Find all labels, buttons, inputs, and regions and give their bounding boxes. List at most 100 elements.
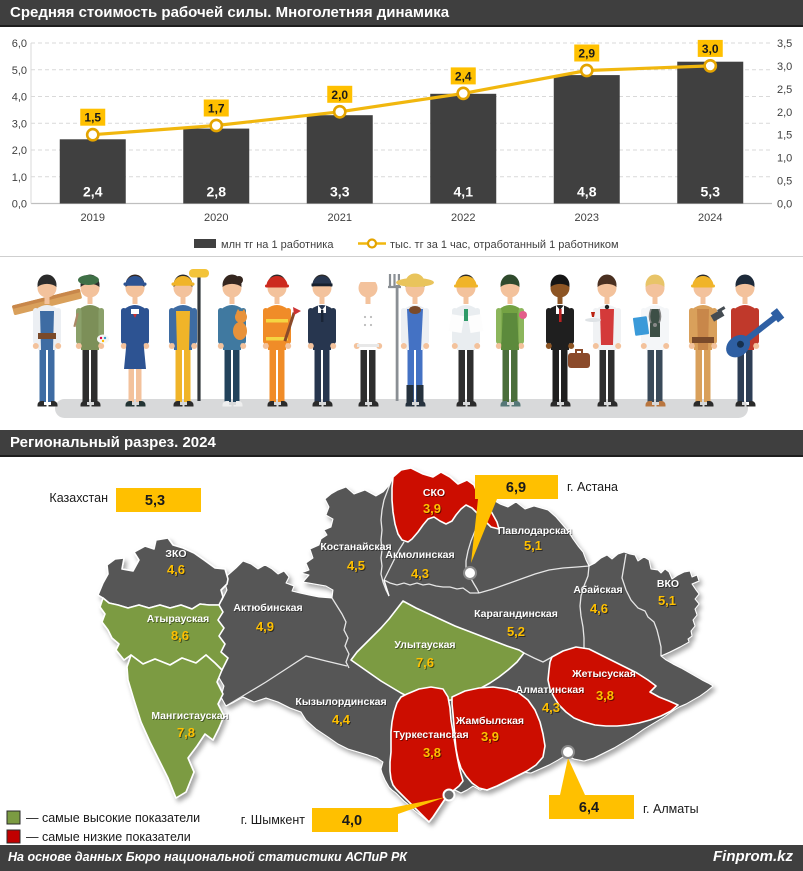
svg-text:4,8: 4,8	[577, 184, 597, 200]
svg-text:Костанайская: Костанайская	[320, 541, 391, 553]
svg-text:6,4: 6,4	[579, 800, 599, 816]
svg-text:4,4: 4,4	[333, 713, 352, 728]
svg-text:Жетысуская: Жетысуская	[572, 669, 637, 681]
svg-text:Павлодарская: Павлодарская	[498, 525, 573, 537]
svg-text:Атырауская: Атырауская	[147, 613, 209, 625]
svg-text:2020: 2020	[204, 212, 228, 224]
svg-text:0,0: 0,0	[12, 199, 27, 211]
svg-text:5,1: 5,1	[659, 594, 677, 609]
svg-text:Карагандинская: Карагандинская	[475, 609, 559, 621]
svg-text:3,5: 3,5	[777, 38, 792, 50]
svg-text:Алматинская: Алматинская	[516, 685, 585, 697]
svg-text:7,6: 7,6	[416, 655, 434, 670]
svg-text:Улытауская: Улытауская	[394, 639, 455, 651]
svg-text:Акмолинская: Акмолинская	[386, 550, 455, 562]
svg-text:СКО: СКО	[423, 487, 445, 499]
svg-text:2024: 2024	[698, 212, 722, 224]
svg-text:7,6: 7,6	[417, 656, 435, 671]
svg-text:3,9: 3,9	[481, 729, 499, 744]
svg-text:Актюбинская: Актюбинская	[233, 602, 302, 614]
svg-text:4,5: 4,5	[348, 559, 366, 574]
svg-text:тыс. тг за 1 час, отработанный: тыс. тг за 1 час, отработанный 1 работни…	[390, 239, 619, 251]
svg-text:6,9: 6,9	[506, 480, 526, 496]
svg-text:5,3: 5,3	[701, 184, 721, 200]
svg-text:Кызылординская: Кызылординская	[295, 696, 386, 708]
svg-text:3,8: 3,8	[424, 746, 442, 761]
svg-text:Акмолинская: Акмолинская	[385, 549, 454, 561]
svg-text:— самые высокие показатели: — самые высокие показатели	[26, 811, 200, 825]
svg-text:Карагандинская: Карагандинская	[474, 608, 558, 620]
svg-text:2022: 2022	[451, 212, 475, 224]
svg-text:5,1: 5,1	[525, 539, 543, 554]
svg-text:млн тг на 1 работника: млн тг на 1 работника	[221, 239, 334, 251]
svg-text:Алматинская: Алматинская	[516, 684, 585, 696]
svg-text:4,9: 4,9	[256, 619, 274, 634]
svg-text:Казахстан: Казахстан	[49, 491, 108, 505]
svg-text:Мангистауская: Мангистауская	[151, 710, 228, 722]
svg-text:5,0: 5,0	[12, 65, 27, 77]
svg-text:Кызылординская: Кызылординская	[296, 697, 387, 709]
svg-text:2,0: 2,0	[331, 88, 348, 102]
svg-text:3,9: 3,9	[423, 501, 441, 516]
svg-text:3,0: 3,0	[777, 61, 792, 73]
svg-text:8,6: 8,6	[172, 629, 190, 644]
svg-text:4,6: 4,6	[167, 562, 185, 577]
svg-text:4,0: 4,0	[12, 92, 27, 104]
svg-text:7,8: 7,8	[177, 725, 195, 740]
svg-text:Жамбылская: Жамбылская	[456, 716, 525, 728]
svg-text:— самые низкие показатели: — самые низкие показатели	[26, 830, 191, 844]
svg-text:1,0: 1,0	[12, 172, 27, 184]
svg-text:4,0: 4,0	[342, 813, 362, 829]
svg-text:СКО: СКО	[424, 488, 446, 500]
svg-text:3,0: 3,0	[702, 42, 719, 56]
svg-text:4,4: 4,4	[332, 712, 351, 727]
svg-text:2,5: 2,5	[777, 84, 792, 96]
svg-text:3,0: 3,0	[12, 118, 27, 130]
svg-text:5,2: 5,2	[508, 625, 526, 640]
svg-text:Туркестанская: Туркестанская	[394, 730, 469, 742]
svg-text:Жамбылская: Жамбылская	[455, 715, 524, 727]
svg-text:5,1: 5,1	[658, 593, 676, 608]
svg-text:Мангистауская: Мангистауская	[152, 711, 229, 723]
svg-text:5,2: 5,2	[507, 624, 525, 639]
svg-text:3,9: 3,9	[482, 730, 500, 745]
svg-text:ЗКО: ЗКО	[165, 548, 186, 560]
svg-text:4,3: 4,3	[542, 700, 560, 715]
svg-text:4,1: 4,1	[454, 184, 474, 200]
svg-text:4,6: 4,6	[590, 601, 608, 616]
svg-text:2,0: 2,0	[12, 145, 27, 157]
svg-text:4,3: 4,3	[543, 701, 561, 716]
svg-text:2,4: 2,4	[83, 184, 103, 200]
svg-text:Атырауская: Атырауская	[148, 614, 210, 626]
svg-text:4,6: 4,6	[591, 602, 609, 617]
svg-text:г. Астана: г. Астана	[567, 480, 618, 494]
svg-text:1,0: 1,0	[777, 153, 792, 165]
svg-text:7,8: 7,8	[178, 726, 196, 741]
svg-text:ВКО: ВКО	[657, 578, 679, 590]
svg-text:4,5: 4,5	[347, 558, 365, 573]
svg-text:4,3: 4,3	[412, 567, 430, 582]
svg-text:г. Шымкент: г. Шымкент	[241, 813, 305, 827]
svg-text:2,9: 2,9	[578, 47, 595, 61]
svg-text:4,9: 4,9	[257, 620, 275, 635]
svg-text:0,5: 0,5	[777, 176, 792, 188]
svg-text:Костанайская: Костанайская	[321, 542, 392, 554]
svg-text:3,9: 3,9	[424, 502, 442, 517]
svg-text:Абайская: Абайская	[573, 584, 622, 596]
svg-text:8,6: 8,6	[171, 628, 189, 643]
svg-text:6,0: 6,0	[12, 38, 27, 50]
svg-text:3,8: 3,8	[597, 689, 615, 704]
svg-text:4,3: 4,3	[411, 566, 429, 581]
svg-text:г. Алматы: г. Алматы	[643, 802, 699, 816]
svg-text:4,6: 4,6	[168, 563, 186, 578]
svg-text:2,4: 2,4	[455, 69, 472, 83]
svg-text:1,7: 1,7	[208, 102, 225, 116]
svg-text:Жетысуская: Жетысуская	[571, 668, 636, 680]
svg-text:Актюбинская: Актюбинская	[234, 603, 303, 615]
svg-text:ЗКО: ЗКО	[166, 549, 187, 561]
svg-text:2019: 2019	[81, 212, 105, 224]
svg-text:3,3: 3,3	[330, 184, 350, 200]
svg-text:3,8: 3,8	[423, 745, 441, 760]
svg-text:Улытауская: Улытауская	[395, 640, 456, 652]
svg-text:2,8: 2,8	[207, 184, 227, 200]
